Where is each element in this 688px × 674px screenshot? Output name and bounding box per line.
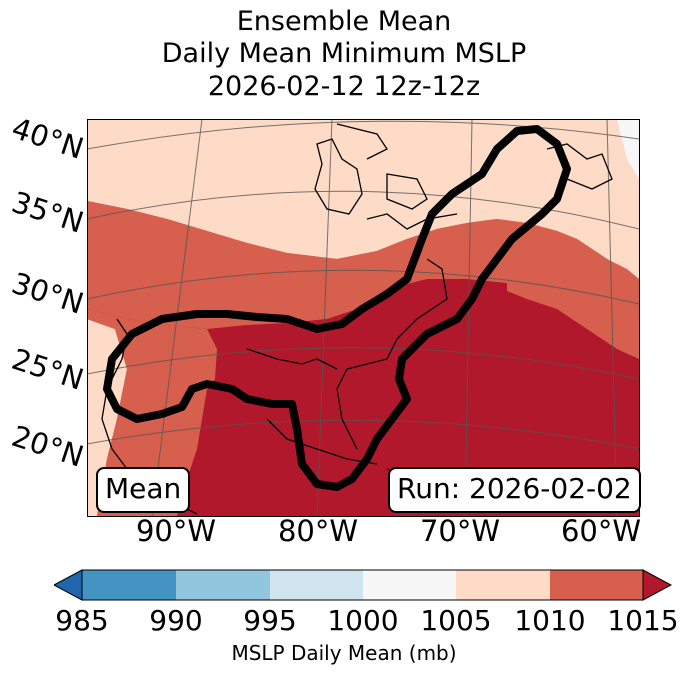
colorbar-under-arrow — [54, 569, 83, 601]
lon-label-80w: 80°W — [277, 514, 359, 548]
cbar-tick-1015: 1015 — [607, 604, 679, 637]
lat-label-25: 25°N — [7, 341, 88, 397]
region-1010-1015-north — [87, 119, 639, 279]
title-line-3: 2026-02-12 12z-12z — [207, 71, 481, 102]
mean-label-box: Mean — [96, 467, 191, 513]
lat-label-30: 30°N — [7, 265, 88, 321]
mslp-map — [87, 119, 639, 516]
colorbar-bin-1010-1015 — [550, 570, 643, 600]
cbar-tick-1000: 1000 — [327, 604, 399, 637]
map-svg — [87, 119, 639, 516]
cbar-tick-985: 985 — [55, 604, 109, 637]
colorbar-over-arrow — [642, 569, 672, 601]
lon-label-60w: 60°W — [560, 514, 642, 548]
colorbar-bin-985-990 — [82, 570, 176, 600]
colorbar-bin-990-995 — [176, 570, 270, 600]
cbar-tick-1010: 1010 — [514, 604, 586, 637]
cbar-tick-990: 990 — [149, 604, 203, 637]
lat-label-20: 20°N — [7, 418, 88, 474]
cbar-tick-995: 995 — [243, 604, 297, 637]
run-date-box: Run: 2026-02-02 — [388, 467, 641, 513]
title-line-1: Ensemble Mean — [236, 6, 452, 37]
region-1015-north — [87, 201, 639, 329]
ensemble-contour — [103, 125, 571, 491]
colorbar-bin-1005-1010 — [456, 570, 550, 600]
lon-label-70w: 70°W — [419, 514, 501, 548]
cbar-tick-1005: 1005 — [420, 604, 492, 637]
colorbar — [54, 569, 672, 601]
lat-label-35: 35°N — [7, 184, 88, 240]
region-1015-east — [507, 235, 639, 359]
lon-label-90w: 90°W — [135, 514, 217, 548]
lat-label-40: 40°N — [7, 110, 88, 166]
title-line-2: Daily Mean Minimum MSLP — [161, 38, 527, 69]
colorbar-bin-995-1000 — [270, 570, 363, 600]
colorbar-label: MSLP Daily Mean (mb) — [231, 641, 457, 665]
colorbar-bin-1000-1005 — [363, 570, 456, 600]
